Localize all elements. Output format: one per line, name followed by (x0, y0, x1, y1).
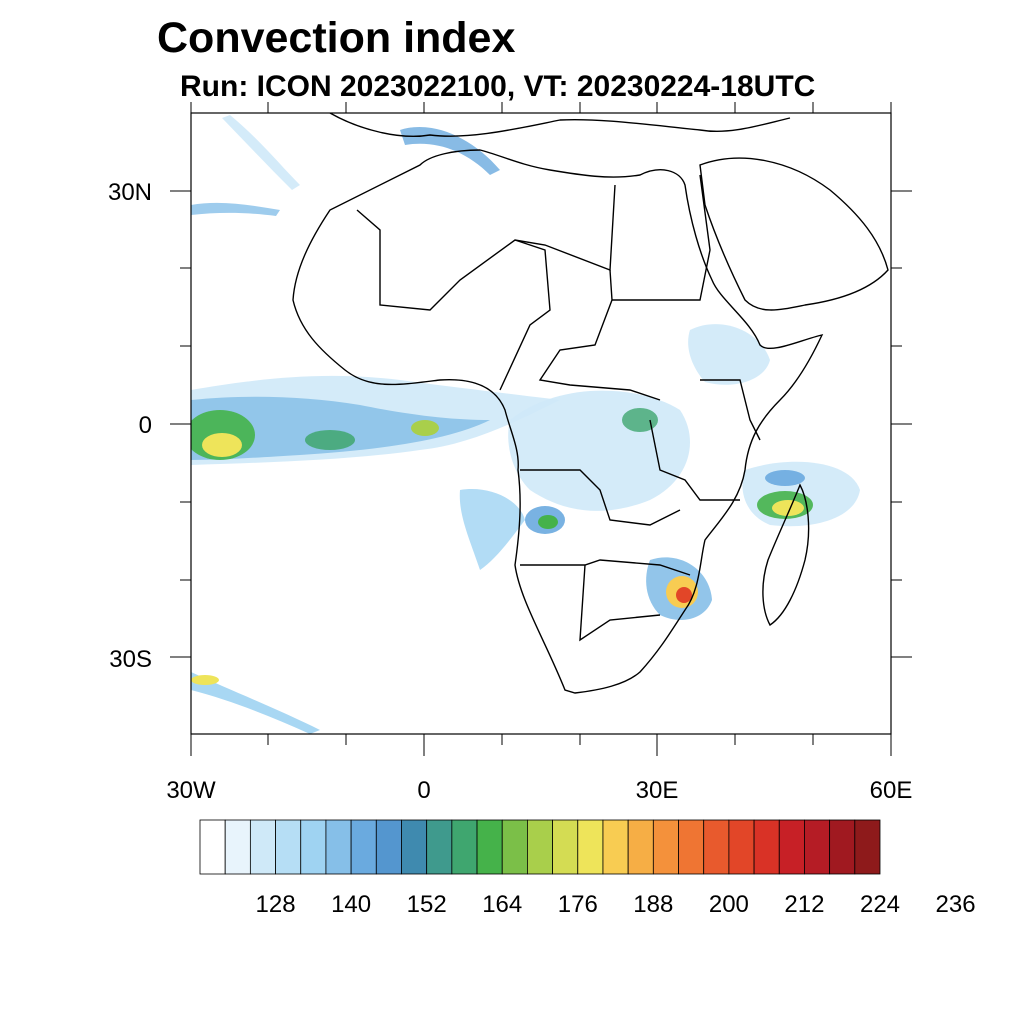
colorbar-label: 200 (709, 891, 749, 918)
lon-label-60e: 60E (870, 777, 913, 804)
lat-label-30n: 30N (108, 179, 152, 206)
coastline-arabia (699, 157, 889, 311)
colorbar-swatch (476, 819, 503, 875)
convection-band-atlantic-core (191, 396, 490, 460)
border-4 (612, 174, 711, 301)
colorbar-swatch (552, 819, 579, 875)
border-2 (499, 239, 551, 391)
coastline-madagascar (762, 483, 810, 627)
colorbar-swatch (627, 819, 654, 875)
convection-mozambique-core (676, 587, 692, 603)
colorbar-swatch (224, 819, 251, 875)
colorbar-swatch (577, 819, 604, 875)
coastline-europe (329, 113, 791, 137)
colorbar-swatch (325, 819, 352, 875)
plot-subtitle: Run: ICON 2023022100, VT: 20230224-18UTC (180, 70, 816, 103)
convection-streak-nw (222, 115, 300, 190)
colorbar-swatch (652, 819, 679, 875)
convection-angola-core (538, 515, 558, 529)
convection-cell-atlantic-east (411, 420, 439, 436)
convection-congo-core (622, 408, 658, 432)
lat-label-0: 0 (139, 412, 152, 439)
colorbar-swatch (804, 819, 831, 875)
lon-label-0: 0 (417, 777, 430, 804)
lat-label-30s: 30S (109, 646, 152, 673)
convection-streak-sw (191, 672, 320, 734)
colorbar-labels: 128 140 152 164 176 188 200 212 224 236 (256, 891, 976, 918)
convection-field (191, 115, 860, 734)
plot-title: Convection index (157, 14, 516, 62)
colorbar-swatch (275, 819, 302, 875)
border-6 (520, 559, 691, 576)
border-7 (579, 564, 661, 642)
convection-streak-north (400, 126, 500, 175)
coastlines (292, 113, 889, 694)
colorbar-swatch (703, 819, 730, 875)
colorbar-swatch (451, 819, 478, 875)
colorbar-label: 188 (633, 891, 673, 918)
colorbar-label: 176 (558, 891, 598, 918)
border-8 (649, 419, 740, 501)
colorbar-swatch (602, 819, 629, 875)
convection-cell-atlantic-mid (305, 430, 355, 450)
border-3 (538, 269, 661, 401)
colorbar-swatch (728, 819, 755, 875)
colorbar-swatch (375, 819, 402, 875)
colorbar-label: 152 (407, 891, 447, 918)
colorbar-swatch (678, 819, 705, 875)
colorbar-label: 164 (482, 891, 522, 918)
colorbar-swatch (426, 819, 453, 875)
convection-congo (508, 390, 690, 511)
colorbar-swatch (249, 819, 276, 875)
colorbar-swatch (350, 819, 377, 875)
colorbar (199, 819, 881, 875)
convection-cell-atlantic-west-core (202, 433, 242, 457)
tick-marks (170, 102, 912, 756)
convection-streak-sw-core (191, 675, 219, 685)
lon-label-30w: 30W (166, 777, 216, 804)
convection-namibia-offshore (459, 489, 525, 570)
convection-madagascar-north (765, 470, 805, 486)
colorbar-label: 212 (784, 891, 824, 918)
colorbar-swatch (527, 819, 553, 875)
convection-ethiopia (688, 324, 770, 385)
coastline-africa (292, 149, 824, 694)
colorbar-label: 236 (936, 891, 976, 918)
convection-madagascar-core (772, 500, 804, 516)
colorbar-swatch (501, 819, 528, 875)
colorbar-label: 140 (331, 891, 371, 918)
border-1 (356, 184, 616, 311)
colorbar-swatch (753, 819, 780, 875)
convection-streak-w (191, 202, 280, 216)
lon-label-30e: 30E (636, 777, 679, 804)
colorbar-label: 128 (256, 891, 296, 918)
colorbar-swatch (778, 819, 805, 875)
colorbar-swatch (854, 819, 881, 875)
colorbar-swatch (300, 819, 327, 875)
border-5 (520, 469, 681, 526)
colorbar-swatch (199, 819, 226, 875)
border-9 (700, 379, 761, 441)
colorbar-swatch (401, 819, 428, 875)
colorbar-swatch (829, 819, 856, 875)
colorbar-label: 224 (860, 891, 900, 918)
